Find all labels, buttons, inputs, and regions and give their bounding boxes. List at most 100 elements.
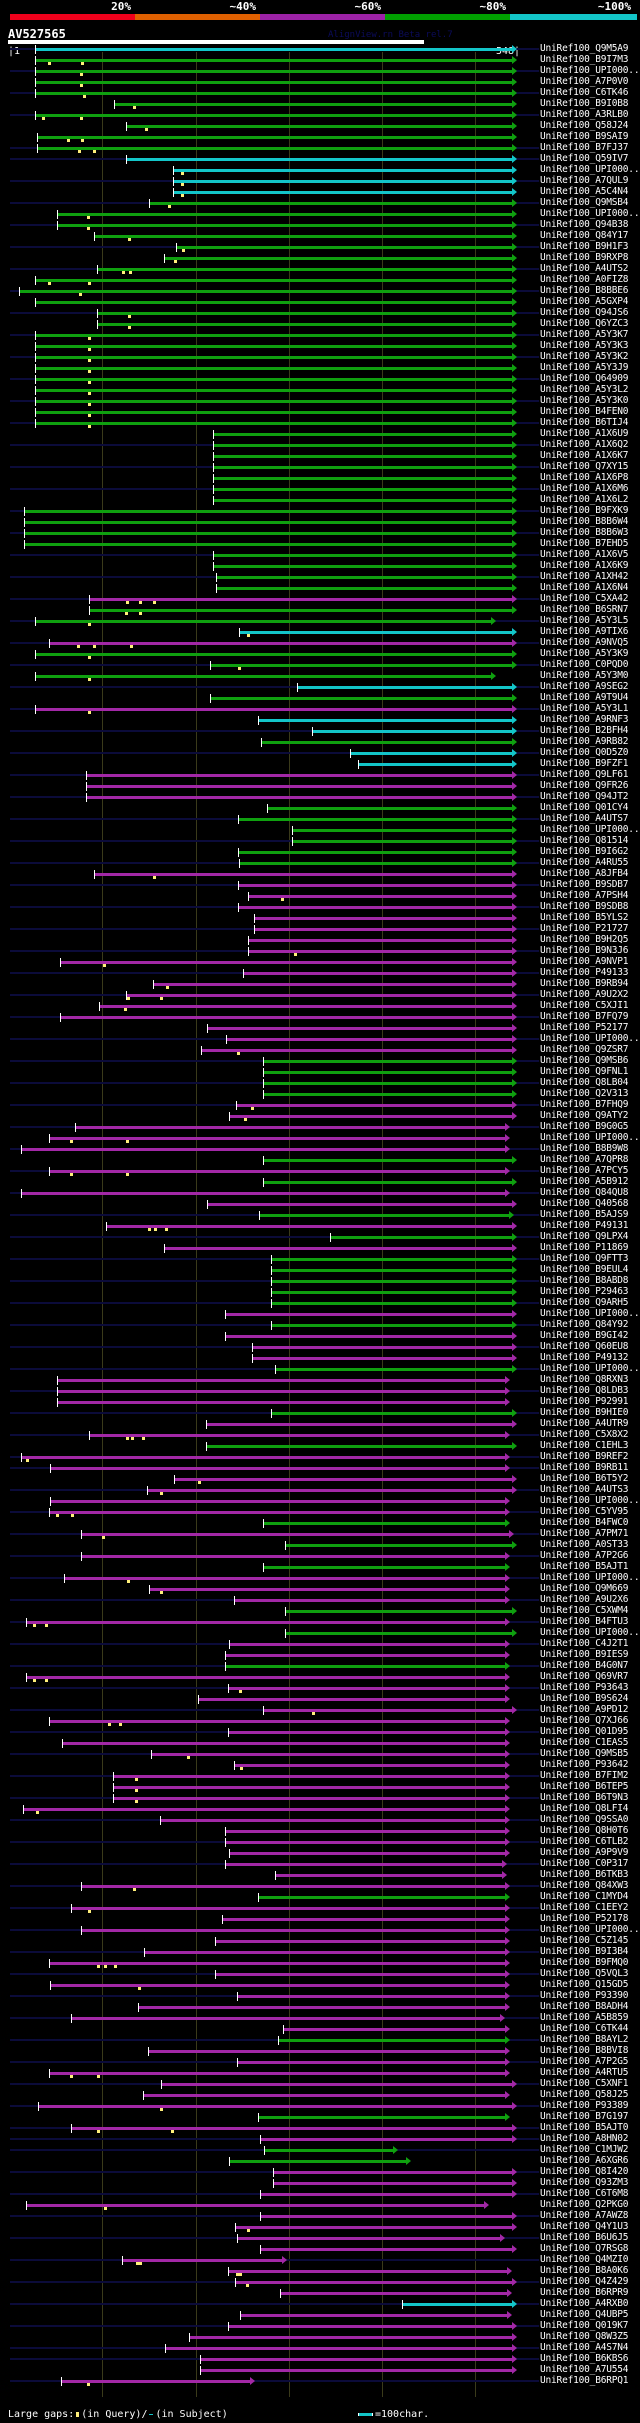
alignment-row[interactable]: UniRef100_C5XA42	[0, 593, 640, 605]
subject-label[interactable]: UniRef100_Q93ZM3	[540, 2177, 629, 2188]
alignment-row[interactable]: UniRef100_B6KBS6	[0, 2353, 640, 2365]
alignment-row[interactable]: UniRef100_B6TKB3	[0, 1869, 640, 1881]
alignment-row[interactable]: UniRef100_A9PD12	[0, 1704, 640, 1716]
alignment-row[interactable]: UniRef100_B9EUL4	[0, 1264, 640, 1276]
subject-label[interactable]: UniRef100_A4UTS7	[540, 813, 629, 824]
subject-label[interactable]: UniRef100_A6XGR6	[540, 2155, 629, 2166]
subject-label[interactable]: UniRef100_Q7XY15	[540, 461, 629, 472]
subject-label[interactable]: UniRef100_Q9SSA0	[540, 1814, 629, 1825]
subject-label[interactable]: UniRef100_P93389	[540, 2100, 629, 2111]
alignment-row[interactable]: UniRef100_Q58J25	[0, 2089, 640, 2101]
alignment-row[interactable]: UniRef100_Q4MZI0	[0, 2254, 640, 2266]
subject-label[interactable]: UniRef100_B9SAI9	[540, 131, 629, 142]
subject-label[interactable]: UniRef100_C5XWM4	[540, 1605, 629, 1616]
alignment-row[interactable]: UniRef100_Q7RSG8	[0, 2243, 640, 2255]
alignment-row[interactable]: UniRef100_B5YLS2	[0, 912, 640, 924]
alignment-row[interactable]: UniRef100_A4RU55	[0, 857, 640, 869]
subject-label[interactable]: UniRef100_Q9FR26	[540, 780, 629, 791]
subject-label[interactable]: UniRef100_A7AWZ8	[540, 2210, 629, 2221]
subject-label[interactable]: UniRef100_C6TK46	[540, 87, 629, 98]
alignment-row[interactable]: UniRef100_B5AJS9	[0, 1209, 640, 1221]
subject-label[interactable]: UniRef100_B9S624	[540, 1693, 629, 1704]
subject-label[interactable]: UniRef100_B7FQ79	[540, 1011, 629, 1022]
alignment-row[interactable]: UniRef100_A4RXB0	[0, 2298, 640, 2310]
alignment-row[interactable]: UniRef100_C5Z145	[0, 1935, 640, 1947]
alignment-row[interactable]: UniRef100_A4UTS7	[0, 813, 640, 825]
alignment-row[interactable]: UniRef100_Q64909	[0, 373, 640, 385]
alignment-row[interactable]: UniRef100_P49131	[0, 1220, 640, 1232]
subject-label[interactable]: UniRef100_P49133	[540, 967, 629, 978]
subject-label[interactable]: UniRef100_A5Y3L1	[540, 703, 629, 714]
alignment-row[interactable]: UniRef100_Q9FNL1	[0, 1066, 640, 1078]
alignment-row[interactable]: UniRef100_C1EEY2	[0, 1902, 640, 1914]
alignment-row[interactable]: UniRef100_B6T9N3	[0, 1792, 640, 1804]
subject-label[interactable]: UniRef100_UPI000..	[540, 1572, 640, 1583]
alignment-row[interactable]: UniRef100_Q40568	[0, 1198, 640, 1210]
alignment-row[interactable]: UniRef100_B8BVI8	[0, 2045, 640, 2057]
alignment-row[interactable]: UniRef100_P49132	[0, 1352, 640, 1364]
alignment-row[interactable]: UniRef100_Q01CY4	[0, 802, 640, 814]
subject-label[interactable]: UniRef100_A5Y3K2	[540, 351, 629, 362]
subject-label[interactable]: UniRef100_UPI000..	[540, 1495, 640, 1506]
subject-label[interactable]: UniRef100_Q9ARH5	[540, 1297, 629, 1308]
subject-label[interactable]: UniRef100_B6T9N3	[540, 1792, 629, 1803]
subject-label[interactable]: UniRef100_A5Y3K9	[540, 648, 629, 659]
alignment-row[interactable]: UniRef100_B9H2Q5	[0, 934, 640, 946]
subject-label[interactable]: UniRef100_Q7XJ66	[540, 1715, 629, 1726]
alignment-row[interactable]: UniRef100_B8B6W3	[0, 527, 640, 539]
subject-label[interactable]: UniRef100_Q94JS6	[540, 307, 629, 318]
alignment-row[interactable]: UniRef100_A7P2G6	[0, 1550, 640, 1562]
subject-label[interactable]: UniRef100_A5C4N4	[540, 186, 629, 197]
alignment-row[interactable]: UniRef100_B4FWC0	[0, 1517, 640, 1529]
subject-label[interactable]: UniRef100_A7P2G6	[540, 1550, 629, 1561]
subject-label[interactable]: UniRef100_B9HIE0	[540, 1407, 629, 1418]
alignment-row[interactable]: UniRef100_B7FQ79	[0, 1011, 640, 1023]
subject-label[interactable]: UniRef100_B4G0N7	[540, 1660, 629, 1671]
alignment-row[interactable]: UniRef100_Q84QU8	[0, 1187, 640, 1199]
subject-label[interactable]: UniRef100_Q8H0T6	[540, 1825, 629, 1836]
alignment-row[interactable]: UniRef100_C5XJI1	[0, 1000, 640, 1012]
alignment-row[interactable]: UniRef100_Q9ATY2	[0, 1110, 640, 1122]
subject-label[interactable]: UniRef100_A1XH42	[540, 571, 629, 582]
alignment-row[interactable]: UniRef100_B8ADH4	[0, 2001, 640, 2013]
subject-label[interactable]: UniRef100_Q9MSB6	[540, 1055, 629, 1066]
alignment-row[interactable]: UniRef100_A9RB82	[0, 736, 640, 748]
subject-label[interactable]: UniRef100_A7U554	[540, 2364, 629, 2375]
subject-label[interactable]: UniRef100_Q9M669	[540, 1583, 629, 1594]
alignment-row[interactable]: UniRef100_A7P0V0	[0, 76, 640, 88]
alignment-row[interactable]: UniRef100_B6RPQ1	[0, 2375, 640, 2387]
subject-label[interactable]: UniRef100_A5B859	[540, 2012, 629, 2023]
subject-label[interactable]: UniRef100_A5Y3J9	[540, 362, 629, 373]
alignment-row[interactable]: UniRef100_Q9LPX4	[0, 1231, 640, 1243]
subject-label[interactable]: UniRef100_B4FEN0	[540, 406, 629, 417]
alignment-row[interactable]: UniRef100_P11869	[0, 1242, 640, 1254]
alignment-row[interactable]: UniRef100_A5Y3K0	[0, 395, 640, 407]
subject-label[interactable]: UniRef100_UPI000..	[540, 164, 640, 175]
alignment-row[interactable]: UniRef100_C1EAS5	[0, 1737, 640, 1749]
subject-label[interactable]: UniRef100_A1X6V5	[540, 549, 629, 560]
subject-label[interactable]: UniRef100_B6KBS6	[540, 2353, 629, 2364]
alignment-row[interactable]: UniRef100_Q69VR7	[0, 1671, 640, 1683]
alignment-row[interactable]: UniRef100_A5Y3K7	[0, 329, 640, 341]
subject-label[interactable]: UniRef100_A9T9U4	[540, 692, 629, 703]
subject-label[interactable]: UniRef100_A7PCY5	[540, 1165, 629, 1176]
alignment-row[interactable]: UniRef100_UPI000..	[0, 1495, 640, 1507]
alignment-row[interactable]: UniRef100_B6TEP5	[0, 1781, 640, 1793]
subject-label[interactable]: UniRef100_A1X6Q2	[540, 439, 629, 450]
subject-label[interactable]: UniRef100_B6RPR9	[540, 2287, 629, 2298]
subject-label[interactable]: UniRef100_Q2PKG0	[540, 2199, 629, 2210]
subject-label[interactable]: UniRef100_A5Y3L5	[540, 615, 629, 626]
subject-label[interactable]: UniRef100_Q6YZC3	[540, 318, 629, 329]
alignment-row[interactable]: UniRef100_A5Y3K2	[0, 351, 640, 363]
subject-label[interactable]: UniRef100_B9FXK9	[540, 505, 629, 516]
alignment-row[interactable]: UniRef100_B9SAI9	[0, 131, 640, 143]
alignment-row[interactable]: UniRef100_P29463	[0, 1286, 640, 1298]
alignment-row[interactable]: UniRef100_A1X6L2	[0, 494, 640, 506]
alignment-row[interactable]: UniRef100_A5Y3L1	[0, 703, 640, 715]
alignment-row[interactable]: UniRef100_UPI000..	[0, 164, 640, 176]
subject-label[interactable]: UniRef100_A1X6U9	[540, 428, 629, 439]
alignment-row[interactable]: UniRef100_Q84Y92	[0, 1319, 640, 1331]
alignment-row[interactable]: UniRef100_Q9M669	[0, 1583, 640, 1595]
alignment-row[interactable]: UniRef100_B8A0K6	[0, 2265, 640, 2277]
alignment-row[interactable]: UniRef100_A5GXP4	[0, 296, 640, 308]
